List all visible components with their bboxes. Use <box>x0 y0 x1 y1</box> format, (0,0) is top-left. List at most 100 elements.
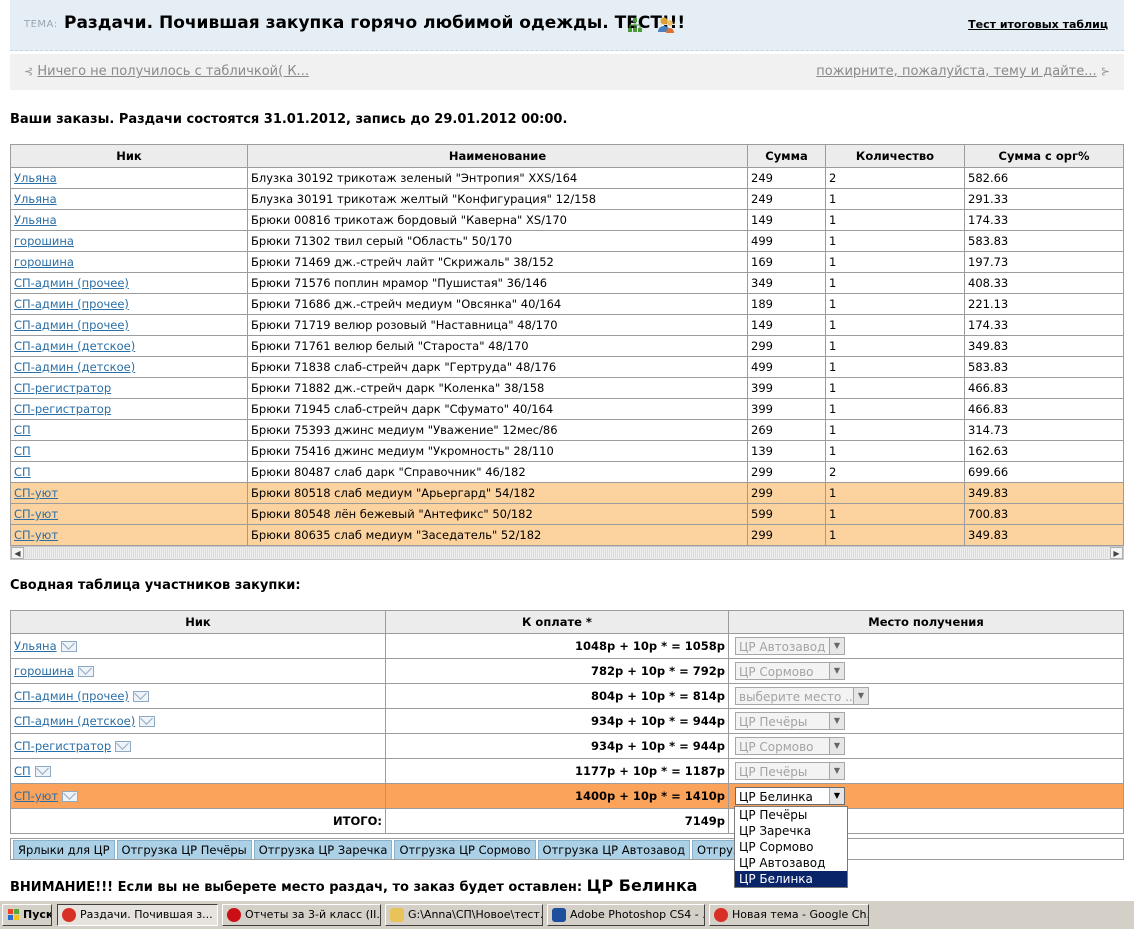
summary-place-cell: ЦР Сормово ▼ <box>728 733 1124 759</box>
envelope-icon[interactable] <box>60 641 77 652</box>
summary-nick-link[interactable]: СП <box>14 764 31 778</box>
chevron-down-icon[interactable]: ▼ <box>829 713 844 729</box>
summary-nick-link[interactable]: СП-уют <box>14 789 59 803</box>
chevron-down-icon[interactable]: ▼ <box>829 638 844 654</box>
users-icon[interactable] <box>657 16 675 34</box>
order-nick-link[interactable]: СП-админ (детское) <box>14 360 136 374</box>
order-nick-link[interactable]: СП-регистратор <box>14 402 112 416</box>
order-item-cell: Брюки 80635 слаб медиум "Заседатель" 52/… <box>247 524 748 546</box>
pickup-place-select[interactable]: ЦР Сормово ▼ <box>735 662 845 680</box>
order-row: СП-админ (прочее) Брюки 71576 поплин мрам… <box>10 272 1124 294</box>
order-nick-link[interactable]: СП-админ (прочее) <box>14 276 129 290</box>
chevron-down-icon[interactable]: ▼ <box>829 738 844 754</box>
shipment-button[interactable]: Отгрузка ЦР Автозавод <box>537 840 691 859</box>
order-nick-link[interactable]: СП-уют <box>14 486 59 500</box>
order-qty-cell: 1 <box>825 314 965 336</box>
dropdown-option[interactable]: ЦР Печёры <box>739 808 808 822</box>
summary-col-nick[interactable]: Ник <box>10 610 386 634</box>
taskbar-button[interactable]: Отчеты за 3-й класс (II... <box>222 904 381 926</box>
chevron-down-icon[interactable]: ▼ <box>829 663 844 679</box>
summary-nick-link[interactable]: горошина <box>14 664 74 678</box>
start-label: Пуск <box>23 908 52 921</box>
order-sum-cell: 249 <box>747 188 826 210</box>
pickup-place-select[interactable]: выберите место ... ▼ <box>735 687 869 705</box>
summary-nick-link[interactable]: СП-админ (детское) <box>14 714 136 728</box>
col-header-item[interactable]: Наименование <box>247 144 748 168</box>
order-item-cell: Брюки 75416 джинс медиум "Укромность" 28… <box>247 440 748 462</box>
col-header-qty[interactable]: Количество <box>825 144 965 168</box>
chevron-down-icon[interactable]: ▼ <box>829 763 844 779</box>
taskbar-button[interactable]: G:\Anna\СП\Новое\тест... <box>385 904 543 926</box>
envelope-icon[interactable] <box>77 666 94 677</box>
order-row: СП-уют Брюки 80548 лён бежевый "Антефикс"… <box>10 503 1124 525</box>
start-button[interactable]: Пуск <box>2 904 52 926</box>
order-nick-link[interactable]: СП <box>14 423 31 437</box>
order-qty-cell: 1 <box>825 398 965 420</box>
order-nick-link[interactable]: горошина <box>14 234 74 248</box>
sitemap-icon[interactable] <box>627 17 643 33</box>
pickup-place-select[interactable]: ЦР Белинка ▼ <box>735 787 845 805</box>
pickup-place-select[interactable]: ЦР Печёры ▼ <box>735 712 845 730</box>
next-topic-link[interactable]: пожирните, пожалуйста, тему и дайте... ⊱ <box>816 64 1110 79</box>
taskbar-button[interactable]: Adobe Photoshop CS4 - ... <box>547 904 705 926</box>
order-nick-cell: СП-уют <box>10 482 248 504</box>
envelope-icon[interactable] <box>62 791 79 802</box>
order-nick-link[interactable]: Ульяна <box>14 171 57 185</box>
summary-col-place[interactable]: Место получения <box>728 610 1124 634</box>
envelope-icon[interactable] <box>115 741 132 752</box>
pickup-place-value: ЦР Сормово <box>739 740 814 754</box>
order-nick-link[interactable]: СП <box>14 465 31 479</box>
orders-horizontal-scrollbar[interactable]: ◀ ▶ <box>10 546 1124 560</box>
shipment-button[interactable]: Ярлыки для ЦР <box>13 840 115 859</box>
order-qty-cell: 2 <box>825 461 965 483</box>
dropdown-option[interactable]: ЦР Заречка <box>739 824 812 838</box>
summary-col-pay[interactable]: К оплате * <box>385 610 729 634</box>
pickup-place-select[interactable]: ЦР Сормово ▼ <box>735 737 845 755</box>
order-row: СП-админ (прочее) Брюки 71686 дж.-стрейч … <box>10 293 1124 315</box>
taskbar-button[interactable]: Раздачи. Почившая з... <box>57 904 218 926</box>
pickup-place-select[interactable]: ЦР Печёры ▼ <box>735 762 845 780</box>
scroll-right-icon[interactable]: ▶ <box>1110 547 1123 559</box>
dropdown-option[interactable]: ЦР Автозавод <box>739 856 826 870</box>
shipment-button[interactable]: Отгрузка ЦР Заречка <box>253 840 393 859</box>
order-nick-link[interactable]: Ульяна <box>14 213 57 227</box>
order-nick-cell: СП <box>10 461 248 483</box>
chevron-down-icon[interactable]: ▼ <box>853 688 868 704</box>
summary-nick-cell: СП-регистратор <box>10 733 386 759</box>
summary-place-cell: ЦР Печёры ▼ <box>728 708 1124 734</box>
order-nick-link[interactable]: СП-регистратор <box>14 381 112 395</box>
envelope-icon[interactable] <box>132 691 149 702</box>
col-header-nick[interactable]: Ник <box>10 144 248 168</box>
shipment-button[interactable]: Отгрузка ЦР Сормово <box>394 840 536 859</box>
scrollbar-thumb[interactable] <box>25 548 1109 558</box>
order-item-cell: Брюки 71576 поплин мрамор "Пушистая" 36/… <box>247 272 748 294</box>
dropdown-option[interactable]: ЦР Сормово <box>739 840 814 854</box>
order-nick-link[interactable]: СП-уют <box>14 507 59 521</box>
order-nick-link[interactable]: горошина <box>14 255 74 269</box>
chevron-down-icon[interactable]: ▼ <box>829 788 844 804</box>
order-nick-link[interactable]: Ульяна <box>14 192 57 206</box>
scroll-left-icon[interactable]: ◀ <box>11 547 24 559</box>
shipment-button[interactable]: Отгрузка ЦР Печёры <box>116 840 252 859</box>
order-nick-link[interactable]: СП <box>14 444 31 458</box>
taskbar-button[interactable]: Новая тема - Google Ch... <box>709 904 869 926</box>
summary-nick-link[interactable]: СП-админ (прочее) <box>14 689 129 703</box>
order-sum-cell: 299 <box>747 482 826 504</box>
dropdown-option[interactable]: ЦР Белинка <box>735 871 847 887</box>
prev-topic-link[interactable]: ⊰ Ничего не получилось с табличкой( К... <box>24 64 309 79</box>
col-header-total[interactable]: Сумма с орг% <box>964 144 1124 168</box>
envelope-icon[interactable] <box>139 716 156 727</box>
final-tables-test-link[interactable]: Тест итоговых таблиц <box>968 18 1108 31</box>
total-value: 7149р <box>385 808 729 834</box>
order-qty-cell: 1 <box>825 503 965 525</box>
pickup-place-dropdown-list[interactable]: ЦР Печёры ЦР Заречка ЦР Сормово ЦР Автозаво… <box>734 806 848 888</box>
col-header-sum[interactable]: Сумма <box>747 144 826 168</box>
order-nick-link[interactable]: СП-уют <box>14 528 59 542</box>
summary-nick-link[interactable]: Ульяна <box>14 639 57 653</box>
summary-nick-link[interactable]: СП-регистратор <box>14 739 112 753</box>
order-nick-link[interactable]: СП-админ (прочее) <box>14 297 129 311</box>
order-nick-link[interactable]: СП-админ (детское) <box>14 339 136 353</box>
envelope-icon[interactable] <box>34 766 51 777</box>
order-nick-link[interactable]: СП-админ (прочее) <box>14 318 129 332</box>
pickup-place-select[interactable]: ЦР Автозавод ▼ <box>735 637 845 655</box>
